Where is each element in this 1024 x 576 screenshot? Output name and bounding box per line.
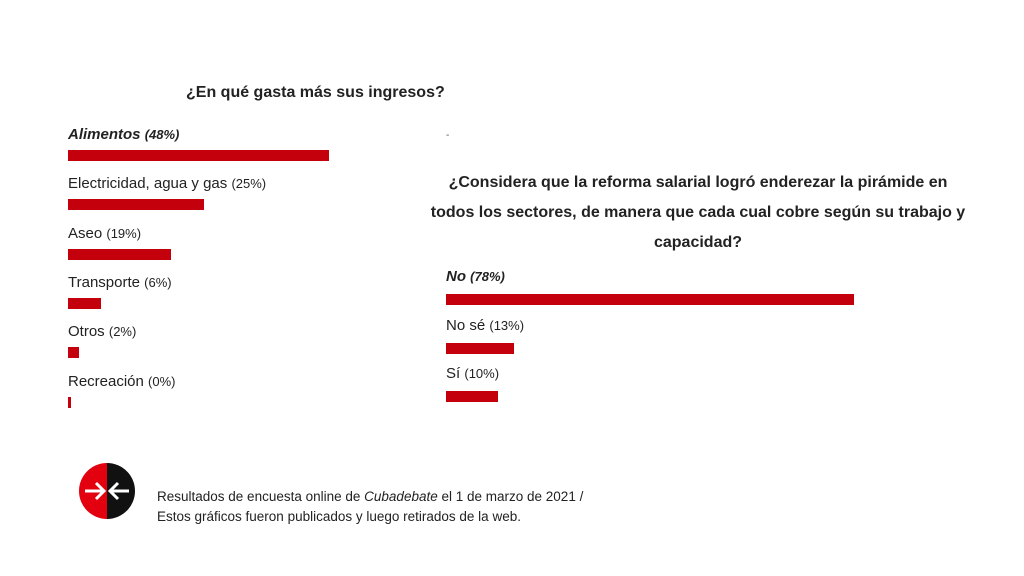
arrows-inward-logo-icon: [79, 463, 135, 519]
bar: [446, 391, 499, 402]
bar-value-label: (6%): [144, 274, 172, 290]
bar: [68, 396, 71, 408]
bar: [68, 199, 204, 211]
bar-category: Otros: [68, 323, 105, 341]
footer-line-1-b: el 1 de marzo de 2021 /: [437, 489, 584, 504]
dash-mark: -: [446, 130, 450, 141]
bar-label: Transporte (6%): [68, 274, 172, 291]
bar-value-label: (13%): [489, 317, 525, 333]
bar-category: Alimentos: [68, 126, 141, 143]
footer-line-1: Resultados de encuesta online de Cubadeb…: [157, 487, 583, 507]
bar: [68, 297, 101, 309]
bar-label: No sé (13%): [446, 317, 524, 334]
bar-category: No sé: [446, 316, 486, 334]
bar-label: Recreación (0%): [68, 373, 176, 390]
bar-value-label: (2%): [108, 324, 137, 340]
chart-1-title: ¿En qué gasta más sus ingresos?: [186, 84, 445, 101]
bar-label: Sí (10%): [446, 365, 499, 382]
bar-label: Aseo (19%): [68, 225, 141, 242]
bar-category: Recreación: [68, 372, 144, 390]
footer-line-1-a: Resultados de encuesta online de: [157, 489, 365, 504]
bar-label: No (78%): [446, 268, 505, 285]
bar-value-label: (25%): [231, 176, 267, 192]
bar: [446, 294, 854, 305]
bar: [68, 150, 329, 161]
bar-label: Alimentos (48%): [68, 126, 179, 143]
bar-category: No: [446, 268, 466, 285]
chart-2-title: ¿Considera que la reforma salarial logró…: [430, 174, 966, 251]
bar-label: Electricidad, agua y gas (25%): [68, 175, 266, 192]
bar-value-label: (19%): [106, 225, 142, 241]
bar: [446, 342, 514, 354]
bar: [68, 248, 172, 260]
footer-source: Cubadebate: [364, 489, 438, 504]
bar-value-label: (48%): [144, 127, 180, 142]
bar-label: Otros (2%): [68, 323, 136, 340]
bar-category: Sí: [446, 365, 461, 382]
bar-value-label: (10%): [464, 366, 500, 381]
bar-value-label: (78%): [470, 269, 505, 284]
bar-value-label: (0%): [148, 373, 176, 389]
bar-category: Electricidad, agua y gas: [68, 175, 228, 193]
bar-category: Aseo: [68, 224, 103, 242]
footer-line-2: Estos gráficos fueron publicados y luego…: [157, 509, 521, 524]
bar: [68, 347, 79, 359]
footer-caption: Resultados de encuesta online de Cubadeb…: [157, 487, 583, 527]
bar-category: Transporte: [68, 273, 140, 291]
